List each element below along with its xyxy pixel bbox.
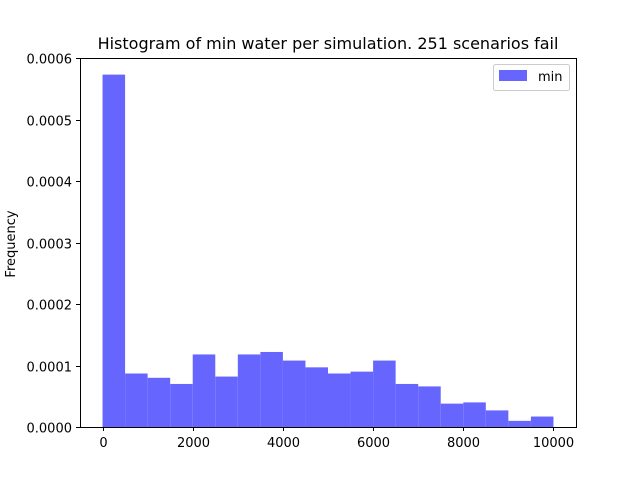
histogram-bar [305, 367, 328, 427]
histogram-bar [170, 383, 193, 427]
x-tick-label: 2000 [177, 436, 210, 451]
histogram-bar [282, 360, 306, 427]
histogram-bar [328, 373, 351, 427]
histogram-bar [530, 416, 554, 427]
legend-label: min [538, 70, 563, 85]
histogram-bar [485, 410, 509, 427]
y-tick-label: 0.0002 [27, 299, 73, 314]
x-axis: 0 2000 4000 6000 8000 10000 [99, 427, 574, 451]
histogram-bar [125, 373, 148, 427]
legend-swatch [499, 70, 527, 81]
x-tick-label: 10000 [533, 436, 574, 451]
histogram-bar [373, 360, 396, 427]
x-tick-label: 6000 [357, 436, 390, 451]
histogram-bar [418, 386, 441, 427]
y-tick-label: 0.0001 [27, 361, 73, 376]
y-tick-label: 0.0000 [27, 422, 73, 437]
plot-frame [80, 58, 577, 428]
histogram-bar [237, 354, 261, 427]
y-axis: 0.0000 0.0001 0.0002 0.0003 0.0004 0.0005 0.00… [27, 53, 80, 437]
histogram-bar [147, 377, 171, 427]
histogram-bar [260, 351, 283, 427]
x-tick-label: 0 [99, 436, 107, 451]
chart-title: Histogram of min water per simulation. 2… [98, 34, 559, 53]
y-tick-label: 0.0006 [27, 53, 73, 68]
y-tick-label: 0.0005 [27, 115, 73, 130]
histogram-bar [102, 74, 126, 427]
histogram-bar [350, 371, 374, 427]
y-tick-label: 0.0004 [27, 176, 73, 191]
legend: min [493, 64, 570, 91]
y-tick-label: 0.0003 [27, 238, 73, 253]
x-tick-label: 8000 [447, 436, 480, 451]
histogram-bar [215, 376, 238, 427]
histogram-bar [463, 402, 486, 427]
histogram-bar [508, 420, 531, 427]
histogram-bar [395, 383, 419, 427]
y-axis-label: Frequency [4, 210, 19, 277]
histogram-bar [440, 403, 464, 427]
bars-group [102, 74, 554, 427]
x-tick-label: 4000 [267, 436, 300, 451]
histogram-bar [192, 354, 216, 427]
